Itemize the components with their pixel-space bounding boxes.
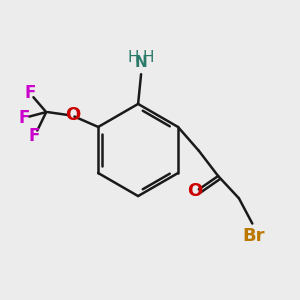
Text: H: H [143, 50, 154, 65]
Text: Br: Br [243, 226, 265, 244]
Text: O: O [65, 106, 81, 124]
Text: F: F [24, 84, 35, 102]
Text: F: F [18, 109, 30, 127]
Text: N: N [135, 55, 148, 70]
Text: F: F [28, 127, 40, 145]
Text: O: O [187, 182, 202, 200]
Text: H: H [128, 50, 140, 65]
